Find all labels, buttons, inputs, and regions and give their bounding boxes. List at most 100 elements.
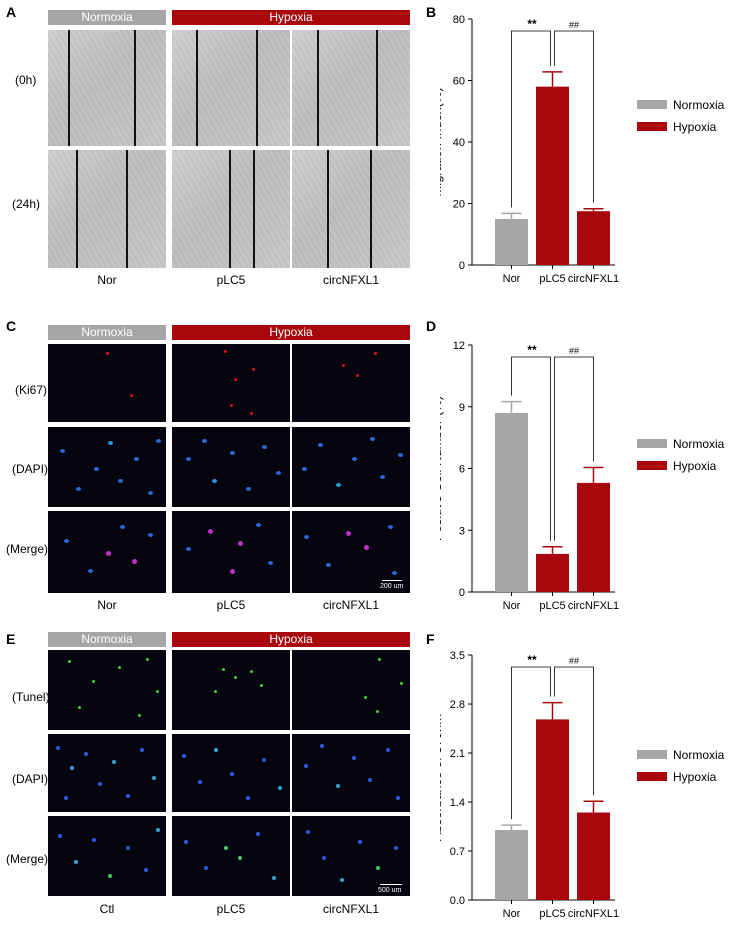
panel-b-letter: B xyxy=(426,4,437,20)
bar xyxy=(495,218,528,265)
bar xyxy=(536,86,569,266)
significance-bracket xyxy=(554,666,594,796)
panel-a-row-label: (0h) xyxy=(15,73,37,87)
panel-e-letter: E xyxy=(6,631,16,647)
scratch-image-plc5-0h xyxy=(172,30,290,146)
bar xyxy=(495,830,528,900)
legend-swatch xyxy=(637,100,667,109)
x-tick-label: circNFXL1 xyxy=(568,908,619,920)
panel-e-normoxia-header: Normoxia xyxy=(48,632,166,647)
x-tick-label: pLC5 xyxy=(539,273,565,285)
panel-e-col-label: pLC5 xyxy=(216,902,246,916)
legend-label: Normoxia xyxy=(673,98,725,112)
panel-f-letter: F xyxy=(426,631,435,647)
legend-swatch xyxy=(637,750,667,759)
significance-label: ## xyxy=(569,656,579,666)
y-tick-label: 12 xyxy=(453,340,465,352)
y-axis-label: Absorbance of 370nm xyxy=(440,714,444,841)
bar xyxy=(577,211,610,265)
scratch-image-circnfxl1-24h xyxy=(292,150,410,268)
legend-swatch xyxy=(637,439,667,448)
y-tick-label: 60 xyxy=(453,76,465,88)
legend-label: Hypoxia xyxy=(673,120,717,134)
y-tick-label: 3 xyxy=(459,525,465,537)
dapi-image-circnfxl1 xyxy=(292,734,410,812)
x-tick-label: circNFXL1 xyxy=(568,273,619,285)
panel-e-row-label: (Tunel) xyxy=(12,690,50,704)
bar xyxy=(577,482,610,592)
tunel-image-ctl xyxy=(48,650,166,730)
x-tick-label: Nor xyxy=(503,600,521,612)
merge-image-plc5 xyxy=(172,511,290,593)
panel-c-normoxia-header: Normoxia xyxy=(48,325,166,340)
y-tick-label: 40 xyxy=(453,137,465,149)
ki67-image-nor xyxy=(48,344,166,422)
scratch-image-nor-24h xyxy=(48,150,166,268)
panel-d-letter: D xyxy=(426,318,437,334)
panel-a-normoxia-header: Normoxia xyxy=(48,10,166,25)
legend-swatch xyxy=(637,122,667,131)
y-tick-label: 0.0 xyxy=(450,895,465,907)
merge-image-ctl xyxy=(48,816,166,896)
legend-label: Hypoxia xyxy=(673,770,717,784)
panel-c-letter: C xyxy=(6,318,17,334)
tunel-image-plc5 xyxy=(172,650,290,730)
panel-c-hypoxia-header: Hypoxia xyxy=(172,325,410,340)
merge-image-plc5 xyxy=(172,816,290,896)
x-tick-label: pLC5 xyxy=(539,600,565,612)
tunel-image-circnfxl1 xyxy=(292,650,410,730)
y-tick-label: 0 xyxy=(459,260,465,272)
panel-e-col-label: circNFXL1 xyxy=(322,902,379,916)
ki67-image-circnfxl1 xyxy=(292,344,410,422)
panel-a-col-label: pLC5 xyxy=(216,273,246,287)
positive-cell-chart: 0 3 6 9 12 Positive Cell Number (%) Nor pLC5 cir… xyxy=(440,340,725,612)
legend-label: Normoxia xyxy=(673,437,725,451)
significance-label: ## xyxy=(569,346,579,356)
bar xyxy=(536,719,569,900)
dapi-image-plc5 xyxy=(172,734,290,812)
y-tick-label: 20 xyxy=(453,199,465,211)
scale-bar-label: 500 um xyxy=(378,887,402,894)
y-tick-label: 2.1 xyxy=(450,748,465,760)
significance-bracket xyxy=(554,356,594,541)
legend-label: Normoxia xyxy=(673,748,725,762)
panel-c-col-label: circNFXL1 xyxy=(322,598,379,612)
migration-index-chart: 0 20 40 60 80 Migration Index(%) Nor pLC5 circNF… xyxy=(440,14,725,285)
absorbance-chart: 0.0 0.7 1.4 2.1 2.8 3.5 Absorbance of 370nm Nor… xyxy=(440,650,725,920)
y-tick-label: 1.4 xyxy=(450,797,465,809)
legend-swatch xyxy=(637,461,667,470)
significance-bracket xyxy=(511,356,551,541)
y-axis-label: Positive Cell Number (%) xyxy=(440,396,444,541)
panel-a-row-label: (24h) xyxy=(12,197,41,211)
x-tick-label: pLC5 xyxy=(539,908,565,920)
significance-label: ** xyxy=(527,17,537,31)
y-tick-label: 0.7 xyxy=(450,846,465,858)
merge-image-circnfxl1 xyxy=(292,816,410,896)
ki67-image-plc5 xyxy=(172,344,290,422)
dapi-image-ctl xyxy=(48,734,166,812)
significance-bracket xyxy=(511,666,551,820)
significance-label: ** xyxy=(527,653,537,667)
panel-c-row-label: (Merge) xyxy=(6,542,49,556)
y-tick-label: 3.5 xyxy=(450,650,465,662)
y-tick-label: 9 xyxy=(459,402,465,414)
panel-c-row-label: (DAPI) xyxy=(12,462,48,476)
panel-a-col-label: circNFXL1 xyxy=(322,273,379,287)
y-axis-label: Migration Index(%) xyxy=(440,87,444,196)
dapi-image-nor xyxy=(48,427,166,507)
dapi-image-plc5 xyxy=(172,427,290,507)
scratch-image-circnfxl1-0h xyxy=(292,30,410,146)
panel-a-col-label: Nor xyxy=(97,273,117,287)
legend-label: Hypoxia xyxy=(673,459,717,473)
significance-label: ## xyxy=(569,20,579,30)
y-tick-label: 6 xyxy=(459,464,465,476)
panel-e-row-label: (DAPI) xyxy=(12,772,48,786)
panel-a-letter: A xyxy=(6,4,17,20)
significance-bracket xyxy=(511,30,551,208)
legend-swatch xyxy=(637,772,667,781)
significance-label: ** xyxy=(527,343,537,357)
panel-c-row-label: (Ki67) xyxy=(15,383,48,397)
scale-bar xyxy=(380,884,402,885)
bar xyxy=(577,812,610,900)
panel-e-hypoxia-header: Hypoxia xyxy=(172,632,410,647)
